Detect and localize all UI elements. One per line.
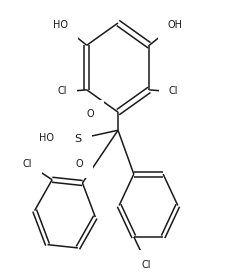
Text: S: S <box>74 134 81 144</box>
Text: O: O <box>86 109 94 119</box>
Text: Cl: Cl <box>141 260 151 270</box>
Text: O: O <box>76 159 84 169</box>
Text: Cl: Cl <box>169 86 178 96</box>
Text: Cl: Cl <box>58 86 67 96</box>
Text: HO: HO <box>53 20 68 30</box>
Text: HO: HO <box>39 133 54 143</box>
Text: OH: OH <box>168 20 183 30</box>
Text: Cl: Cl <box>22 159 32 169</box>
